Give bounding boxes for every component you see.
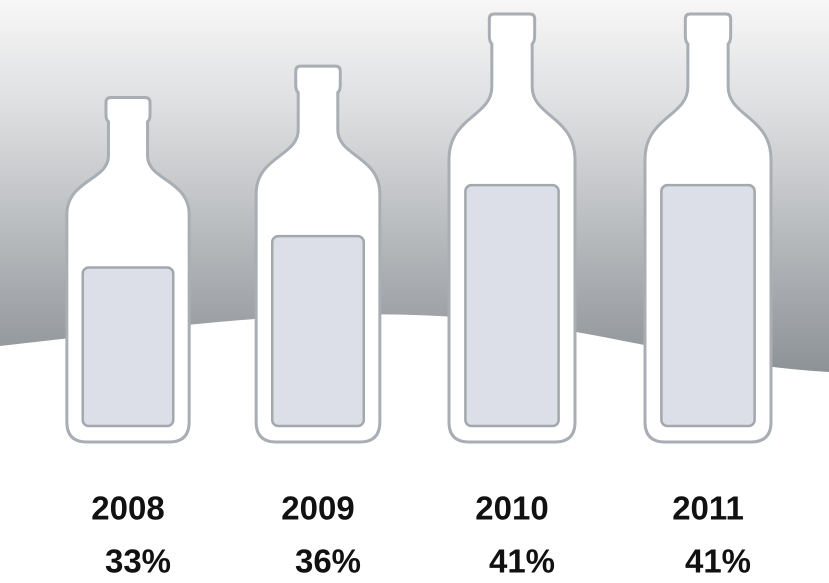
bottle-label — [81, 266, 175, 428]
value-label: 36% — [295, 543, 361, 580]
category-label: 2010 — [475, 490, 548, 527]
category-label: 2008 — [91, 490, 164, 527]
bottle-label — [464, 183, 560, 428]
value-label: 41% — [685, 543, 751, 580]
ground-wave — [0, 314, 829, 583]
category-label: 2009 — [281, 490, 354, 527]
bottles — [65, 12, 773, 444]
bottle-label — [660, 183, 756, 428]
value-label: 41% — [489, 543, 555, 580]
value-label: 33% — [105, 543, 171, 580]
category-label: 2011 — [672, 490, 744, 527]
bottle-label — [270, 234, 366, 428]
